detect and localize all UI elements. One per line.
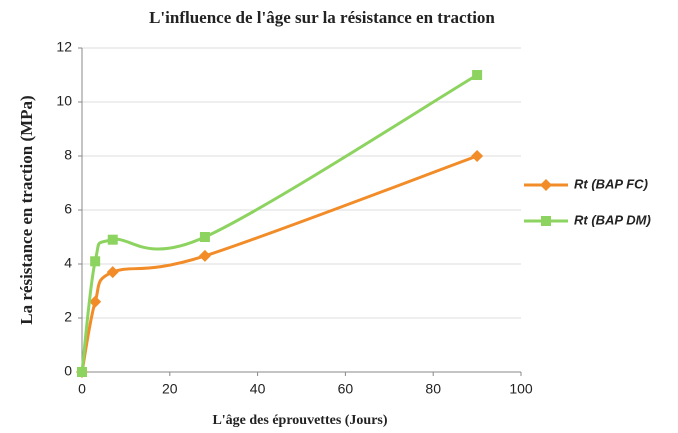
y-tick-label: 8 xyxy=(64,147,72,163)
x-axis-label: L'âge des éprouvettes (Jours) xyxy=(212,413,387,428)
y-tick-label: 10 xyxy=(56,93,72,109)
x-tick-label: 0 xyxy=(78,381,86,397)
x-tick-label: 20 xyxy=(162,381,178,397)
data-point xyxy=(77,367,87,377)
data-point xyxy=(472,70,483,80)
data-point xyxy=(199,232,210,242)
y-tick-label: 2 xyxy=(64,309,72,325)
legend-label: Rt (BAP DM) xyxy=(574,212,651,227)
legend-marker xyxy=(540,179,552,191)
x-tick-label: 80 xyxy=(425,381,441,397)
data-point xyxy=(471,150,484,162)
series-line xyxy=(80,154,478,373)
x-tick-label: 40 xyxy=(250,381,266,397)
x-tick-label: 100 xyxy=(509,381,533,397)
chart-title: L'influence de l'âge sur la résistance e… xyxy=(149,8,495,27)
data-point xyxy=(89,295,102,308)
y-tick-label: 0 xyxy=(64,363,72,379)
series-line xyxy=(80,73,478,373)
y-tick-label: 6 xyxy=(64,201,72,217)
data-point xyxy=(198,249,211,262)
legend-marker xyxy=(541,216,551,226)
x-tick-label: 60 xyxy=(338,381,354,397)
data-point xyxy=(106,266,119,279)
legend-label: Rt (BAP FC) xyxy=(574,176,648,191)
data-point xyxy=(107,234,118,245)
y-tick-label: 12 xyxy=(56,39,72,55)
data-point xyxy=(90,256,101,267)
y-axis-label: La résistance en traction (MPa) xyxy=(17,95,36,324)
y-tick-label: 4 xyxy=(64,255,72,271)
